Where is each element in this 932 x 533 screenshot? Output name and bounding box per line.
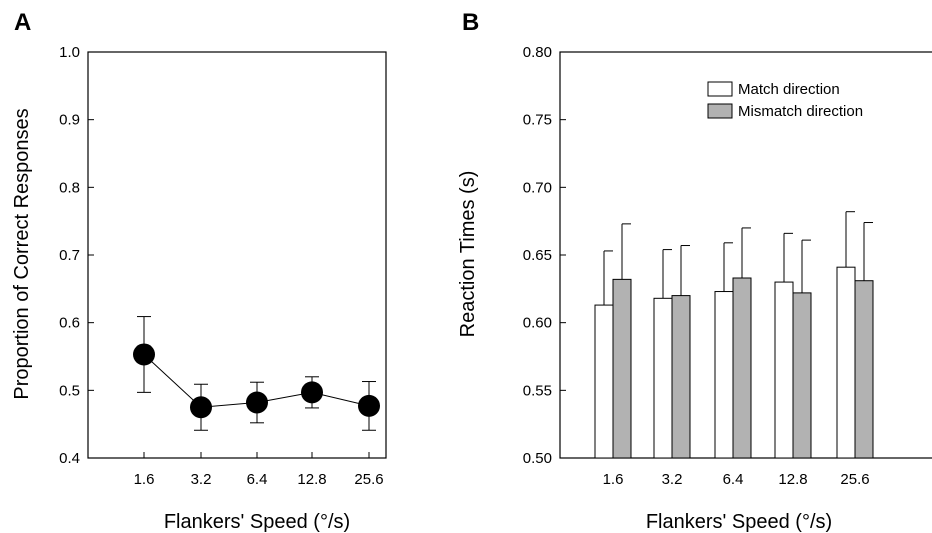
panel-a-y-tick-label: 1.0 [59, 44, 80, 61]
panel-a: A 0.4 0.5 0.6 0.7 0.8 0.9 1.0 1.6 3.2 6.4 12.8 25.6… [11, 9, 387, 533]
panel-b-error-bar [845, 211, 855, 268]
panel-a-y-tick-label: 0.6 [59, 315, 80, 332]
panel-a-x-tick-label: 6.4 [247, 471, 268, 488]
panel-b-y-tick-label: 0.75 [523, 112, 552, 129]
panel-b-bar-mismatch [732, 277, 752, 459]
panel-a-x-tick-label: 3.2 [191, 471, 212, 488]
panel-a-data-point [358, 394, 380, 417]
panel-b-error-bar [621, 223, 631, 280]
panel-b-y-tick-label: 0.65 [523, 247, 552, 264]
panel-b-bar-mismatch [612, 278, 632, 459]
panel-b-bar-match [774, 281, 794, 459]
panel-b-legend: Match direction Mismatch direction [707, 81, 863, 120]
panel-a-data-point [246, 391, 268, 414]
panel-b-bar-match [836, 266, 856, 459]
panel-b-error-bar [680, 245, 690, 296]
panel-a-ticks: 0.4 0.5 0.6 0.7 0.8 0.9 1.0 1.6 3.2 6.4 12.8 25.6 [59, 44, 383, 488]
panel-a-x-tick-label: 12.8 [297, 471, 326, 488]
panel-b-y-tick-label: 0.80 [523, 44, 552, 61]
panel-a-plot-frame [87, 51, 387, 459]
panel-b-bar-mismatch [671, 295, 691, 459]
panel-b-y-tick-label: 0.70 [523, 179, 552, 196]
panel-a-y-axis-title: Proportion of Correct Responses [11, 108, 33, 399]
panel-a-y-tick-label: 0.7 [59, 247, 80, 264]
panel-b-x-tick-label: 1.6 [603, 471, 624, 488]
panel-b-bar-match [653, 297, 673, 459]
panel-b-bar-mismatch [854, 280, 874, 459]
panel-b-error-bars [603, 211, 873, 306]
panel-b-ticks: 0.50 0.55 0.60 0.65 0.70 0.75 0.80 1.6 3.2 6.4 12.… [523, 44, 870, 488]
panel-b: B 0.50 0.55 0.60 0.65 0.70 0.75 0.80 1.6 3.2 6.4 1… [457, 9, 932, 533]
legend-label-match: Match direction [738, 81, 840, 98]
panel-a-y-tick-label: 0.9 [59, 112, 80, 129]
panel-b-x-tick-label: 25.6 [840, 471, 869, 488]
panel-b-bars [594, 266, 874, 459]
panel-a-data-point [190, 396, 212, 419]
panel-b-y-axis-title: Reaction Times (s) [457, 171, 479, 338]
legend-swatch-mismatch [707, 103, 733, 119]
panel-b-error-bar [801, 239, 811, 293]
panel-b-letter: B [462, 9, 479, 36]
panel-b-y-tick-label: 0.55 [523, 382, 552, 399]
panel-a-x-axis-title: Flankers' Speed (°/s) [164, 511, 350, 533]
panel-b-error-bar [863, 222, 873, 281]
panel-b-x-tick-label: 3.2 [662, 471, 683, 488]
panel-b-error-bar [783, 232, 793, 283]
panel-a-y-tick-label: 0.4 [59, 450, 80, 467]
panel-b-y-tick-label: 0.60 [523, 315, 552, 332]
panel-b-x-tick-label: 12.8 [778, 471, 807, 488]
panel-a-letter: A [14, 9, 31, 36]
panel-b-bar-mismatch [792, 292, 812, 459]
panel-a-x-tick-label: 25.6 [354, 471, 383, 488]
panel-b-bar-match [714, 291, 734, 459]
legend-label-mismatch: Mismatch direction [738, 103, 863, 120]
panel-b-error-bar [662, 249, 672, 299]
panel-b-y-tick-label: 0.50 [523, 450, 552, 467]
panel-b-bar-match [594, 304, 614, 459]
panel-a-points [133, 343, 380, 419]
panel-a-x-tick-label: 1.6 [134, 471, 155, 488]
panel-b-error-bar [741, 227, 751, 279]
legend-swatch-match [707, 81, 733, 97]
panel-b-x-tick-label: 6.4 [723, 471, 744, 488]
panel-b-x-axis-title: Flankers' Speed (°/s) [646, 511, 832, 533]
panel-b-error-bar [603, 250, 613, 306]
panel-a-y-tick-label: 0.8 [59, 179, 80, 196]
panel-a-y-tick-label: 0.5 [59, 382, 80, 399]
panel-a-data-point [301, 381, 323, 404]
panel-b-error-bar [723, 242, 733, 292]
panel-a-data-point [133, 343, 155, 366]
